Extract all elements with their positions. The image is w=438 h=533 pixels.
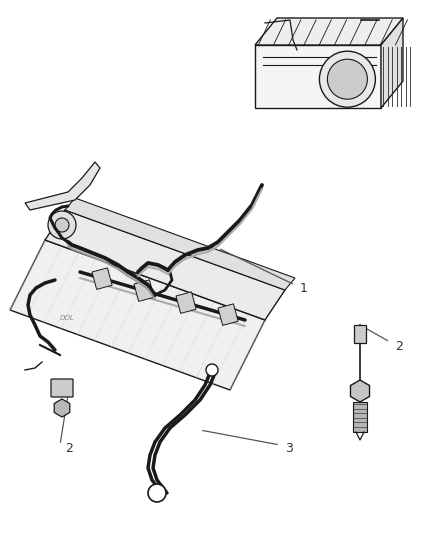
Polygon shape [10, 240, 265, 390]
Polygon shape [255, 45, 381, 108]
Circle shape [327, 59, 367, 99]
Polygon shape [65, 198, 295, 290]
Polygon shape [25, 162, 100, 210]
Text: 2: 2 [65, 442, 73, 456]
Polygon shape [54, 399, 70, 417]
Bar [354, 325, 366, 343]
Circle shape [55, 218, 69, 232]
Polygon shape [381, 18, 403, 108]
Bar [134, 280, 154, 301]
Text: 1: 1 [300, 282, 308, 295]
Bar [353, 402, 367, 432]
Bar [218, 304, 238, 325]
Polygon shape [350, 380, 370, 402]
Polygon shape [255, 18, 403, 45]
FancyBboxPatch shape [51, 379, 73, 397]
Text: DOL: DOL [60, 315, 75, 321]
Text: 2: 2 [395, 340, 403, 352]
Circle shape [206, 364, 218, 376]
Circle shape [48, 211, 76, 239]
Bar [92, 268, 112, 289]
Circle shape [319, 51, 375, 107]
Text: 3: 3 [285, 442, 293, 456]
Bar [176, 292, 196, 313]
Circle shape [148, 484, 166, 502]
Polygon shape [45, 210, 285, 320]
